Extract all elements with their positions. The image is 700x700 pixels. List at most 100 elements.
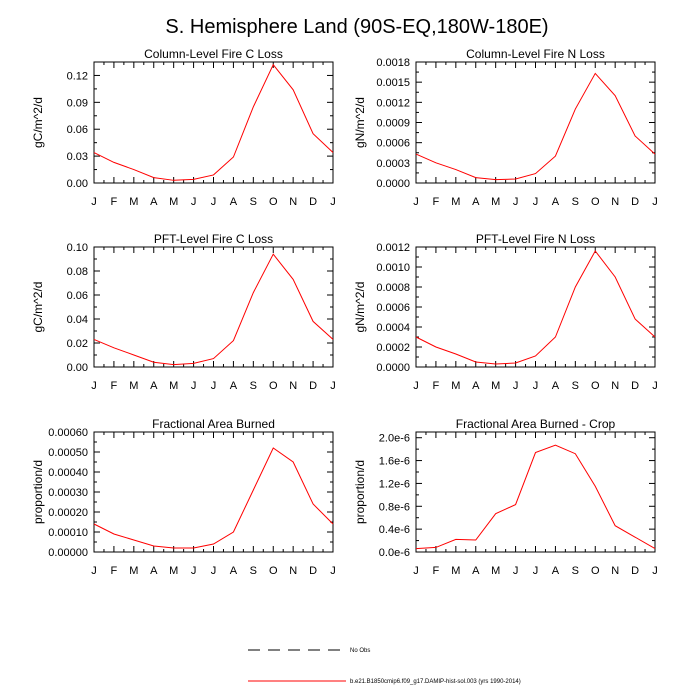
y-tick-label: 0.0006 bbox=[376, 302, 410, 314]
x-tick-label: J bbox=[413, 380, 419, 392]
y-tick-label: 0.0015 bbox=[376, 77, 410, 89]
x-tick-label: S bbox=[250, 565, 257, 577]
x-tick-label: N bbox=[611, 196, 619, 208]
x-tick-label: M bbox=[169, 196, 178, 208]
x-tick-label: O bbox=[591, 565, 600, 577]
x-tick-label: J bbox=[211, 565, 217, 577]
x-tick-label: J bbox=[91, 380, 97, 392]
y-tick-label: 0.8e-6 bbox=[379, 501, 410, 513]
y-tick-label: 0.0000 bbox=[376, 362, 410, 374]
legend: No Obs b.e21.B1850cmip6.f09_g17.DAMIP-hi… bbox=[248, 648, 521, 685]
x-tick-label: F bbox=[111, 565, 118, 577]
y-tick-label: 0.0000 bbox=[376, 178, 410, 190]
x-tick-label: M bbox=[491, 196, 500, 208]
y-tick-label: 0.00010 bbox=[48, 527, 88, 539]
series-line bbox=[93, 253, 334, 366]
x-tick-label: A bbox=[472, 196, 480, 208]
y-tick-label: 0.00 bbox=[67, 178, 88, 190]
y-tick-label: 0.04 bbox=[67, 314, 88, 326]
x-tick-label: M bbox=[491, 380, 500, 392]
x-tick-label: J bbox=[652, 380, 658, 392]
series-line bbox=[415, 250, 656, 365]
x-tick-label: J bbox=[533, 380, 539, 392]
x-tick-label: M bbox=[129, 196, 138, 208]
x-tick-label: J bbox=[413, 196, 419, 208]
x-tick-label: A bbox=[230, 565, 238, 577]
y-tick-label: 0.09 bbox=[67, 97, 88, 109]
x-tick-label: J bbox=[652, 196, 658, 208]
x-tick-label: J bbox=[191, 196, 197, 208]
x-tick-label: J bbox=[513, 380, 519, 392]
y-tick-label: 0.06 bbox=[67, 290, 88, 302]
x-tick-label: M bbox=[451, 196, 460, 208]
y-axis-label: gN/m^2/d bbox=[353, 97, 367, 148]
legend-label-no-obs: No Obs bbox=[350, 648, 370, 654]
x-tick-label: F bbox=[433, 380, 440, 392]
x-tick-label: J bbox=[513, 565, 519, 577]
y-axis-label: gN/m^2/d bbox=[353, 282, 367, 333]
x-tick-label: A bbox=[230, 196, 238, 208]
legend-label-model: b.e21.B1850cmip6.f09_g17.DAMIP-hist-sol.… bbox=[350, 679, 521, 685]
x-tick-label: J bbox=[191, 380, 197, 392]
series-line bbox=[415, 72, 656, 181]
series-line bbox=[93, 447, 334, 549]
x-tick-label: M bbox=[169, 380, 178, 392]
y-tick-label: 0.0002 bbox=[376, 342, 410, 354]
x-tick-label: S bbox=[250, 380, 257, 392]
y-tick-label: 0.10 bbox=[67, 242, 88, 254]
x-tick-label: J bbox=[211, 380, 217, 392]
x-tick-label: J bbox=[330, 380, 336, 392]
x-tick-label: D bbox=[309, 196, 317, 208]
y-tick-label: 0.0003 bbox=[376, 158, 410, 170]
panel-title: Fractional Area Burned bbox=[152, 417, 275, 431]
x-tick-label: N bbox=[289, 380, 297, 392]
x-tick-label: S bbox=[572, 196, 579, 208]
x-tick-label: S bbox=[572, 380, 579, 392]
panel-title: Column-Level Fire N Loss bbox=[466, 47, 605, 61]
x-tick-label: F bbox=[111, 380, 118, 392]
x-tick-label: O bbox=[269, 196, 278, 208]
x-tick-label: F bbox=[111, 196, 118, 208]
y-tick-label: 0.0004 bbox=[376, 322, 410, 334]
x-tick-label: D bbox=[631, 380, 639, 392]
x-tick-label: O bbox=[269, 565, 278, 577]
y-axis-label: proportion/d bbox=[353, 460, 367, 524]
x-tick-label: N bbox=[611, 565, 619, 577]
x-tick-label: J bbox=[513, 196, 519, 208]
x-tick-label: N bbox=[289, 196, 297, 208]
y-tick-label: 0.00060 bbox=[48, 427, 88, 439]
figure-title: S. Hemisphere Land (90S-EQ,180W-180E) bbox=[165, 16, 548, 38]
x-tick-label: O bbox=[591, 196, 600, 208]
y-tick-label: 0.00020 bbox=[48, 507, 88, 519]
x-tick-label: M bbox=[129, 565, 138, 577]
y-tick-label: 0.0008 bbox=[376, 282, 410, 294]
x-tick-label: J bbox=[533, 196, 539, 208]
x-tick-label: M bbox=[451, 380, 460, 392]
x-tick-label: O bbox=[269, 380, 278, 392]
x-tick-label: J bbox=[533, 565, 539, 577]
x-tick-label: M bbox=[169, 565, 178, 577]
y-tick-label: 0.0010 bbox=[376, 262, 410, 274]
y-tick-label: 0.03 bbox=[67, 151, 88, 163]
x-tick-label: J bbox=[191, 565, 197, 577]
x-tick-label: A bbox=[472, 380, 480, 392]
x-tick-label: J bbox=[91, 565, 97, 577]
x-tick-label: A bbox=[150, 565, 158, 577]
x-tick-label: M bbox=[129, 380, 138, 392]
x-tick-label: J bbox=[413, 565, 419, 577]
x-tick-label: S bbox=[572, 565, 579, 577]
y-tick-label: 0.00000 bbox=[48, 547, 88, 559]
x-tick-label: F bbox=[433, 196, 440, 208]
x-tick-label: D bbox=[631, 565, 639, 577]
x-tick-label: A bbox=[472, 565, 480, 577]
x-tick-label: J bbox=[330, 196, 336, 208]
x-tick-label: N bbox=[289, 565, 297, 577]
y-tick-label: 1.6e-6 bbox=[379, 456, 410, 468]
x-tick-label: A bbox=[150, 196, 158, 208]
